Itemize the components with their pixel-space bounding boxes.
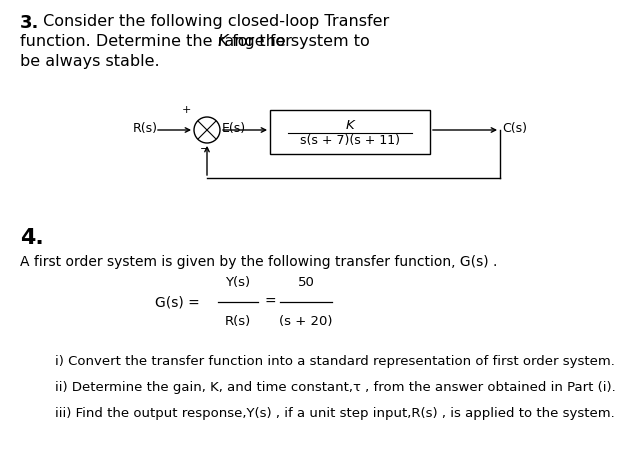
Text: R(s): R(s) (225, 315, 251, 328)
Text: ii) Determine the gain, K, and time constant,τ , from the answer obtained in Par: ii) Determine the gain, K, and time cons… (55, 381, 616, 394)
Text: E(s): E(s) (222, 122, 246, 135)
Text: 4.: 4. (20, 228, 44, 248)
Text: K: K (346, 119, 354, 132)
Text: be always stable.: be always stable. (20, 54, 160, 69)
Text: −: − (200, 144, 210, 154)
Text: 50: 50 (298, 276, 314, 289)
Text: iii) Find the output response,Y(s) , if a unit step input,R(s) , is applied to t: iii) Find the output response,Y(s) , if … (55, 407, 615, 420)
Text: i) Convert the transfer function into a standard representation of first order s: i) Convert the transfer function into a … (55, 355, 615, 368)
Text: =: = (264, 295, 276, 309)
Text: R(s): R(s) (133, 122, 158, 135)
Text: Y(s): Y(s) (225, 276, 251, 289)
Text: C(s): C(s) (502, 122, 527, 135)
Text: for the system to: for the system to (227, 34, 370, 49)
Text: Consider the following closed-loop Transfer: Consider the following closed-loop Trans… (38, 14, 389, 29)
Text: A first order system is given by the following transfer function, G(s) .: A first order system is given by the fol… (20, 255, 497, 269)
Text: (s + 20): (s + 20) (280, 315, 333, 328)
Text: K: K (218, 34, 228, 49)
Bar (270, 110, 430, 154)
Text: s(s + 7)(s + 11): s(s + 7)(s + 11) (300, 134, 400, 147)
Text: G(s) =: G(s) = (155, 295, 204, 309)
Text: 3.: 3. (20, 14, 39, 32)
Text: +: + (182, 105, 191, 115)
Text: function. Determine the range for: function. Determine the range for (20, 34, 297, 49)
